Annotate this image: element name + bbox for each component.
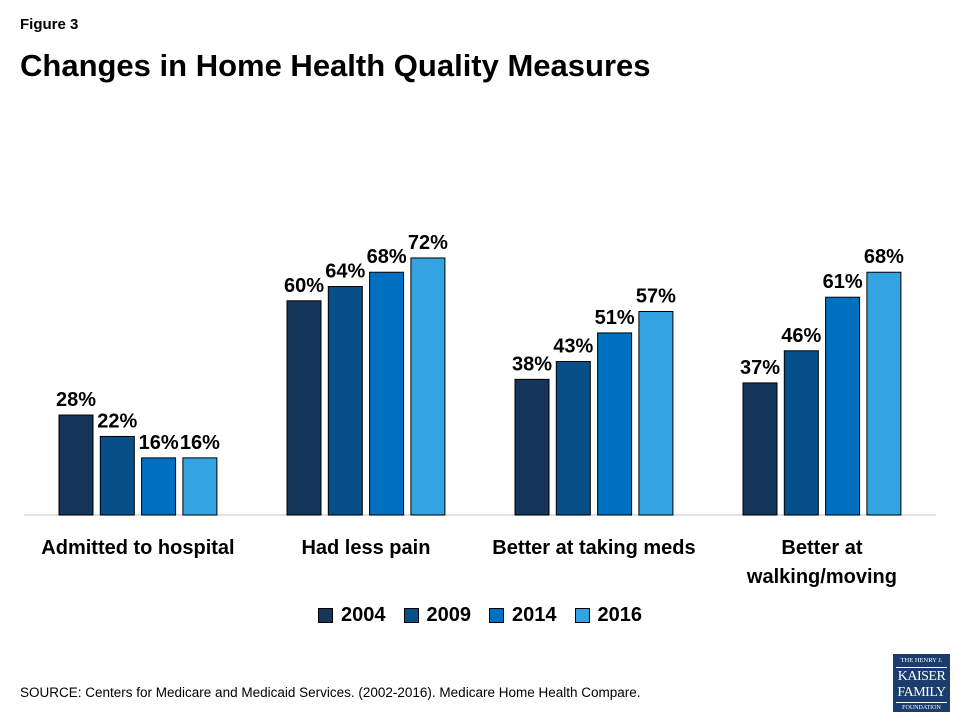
data-label-2004-1: 60% xyxy=(284,275,324,297)
bar-2014-1 xyxy=(369,271,405,516)
legend-item-2014: 2014 xyxy=(489,604,557,627)
data-label-2014-2: 51% xyxy=(595,307,635,329)
bar-2009-0 xyxy=(99,435,135,516)
data-label-2014-0: 16% xyxy=(139,432,179,454)
legend-swatch xyxy=(574,608,590,623)
logo-line4: FOUNDATION xyxy=(896,701,947,711)
bar-2009-1 xyxy=(327,286,363,516)
source-note: SOURCE: Centers for Medicare and Medicai… xyxy=(20,685,641,700)
legend-label: 2004 xyxy=(341,604,386,626)
data-label-2009-0: 22% xyxy=(97,410,137,432)
logo-line1: THE HENRY J. xyxy=(896,657,947,668)
category-label-3: walking/moving xyxy=(746,566,897,588)
data-label-2009-3: 46% xyxy=(781,325,821,347)
data-label-2016-0: 16% xyxy=(180,432,220,454)
bar-2009-3 xyxy=(783,350,819,516)
legend-swatch xyxy=(403,608,419,623)
logo-line3: FAMILY xyxy=(897,684,946,700)
category-label-1: Had less pain xyxy=(301,537,430,559)
bar-2014-3 xyxy=(825,296,861,516)
data-label-2016-2: 57% xyxy=(636,286,676,308)
legend-label: 2014 xyxy=(512,604,557,626)
legend-label: 2016 xyxy=(597,604,643,626)
bar-2004-2 xyxy=(514,378,550,516)
legend-item-2009: 2009 xyxy=(403,604,472,627)
bar-2016-0 xyxy=(182,457,218,516)
data-label-2016-3: 68% xyxy=(864,246,904,268)
category-label-2: Better at taking meds xyxy=(492,537,695,559)
bar-2004-3 xyxy=(742,382,778,516)
category-label-3: Better at xyxy=(781,537,862,559)
legend-swatch xyxy=(318,608,333,623)
legend-item-2004: 2004 xyxy=(318,604,386,627)
chart-title: Changes in Home Health Quality Measures xyxy=(20,48,651,83)
data-label-2004-0: 28% xyxy=(56,389,96,411)
legend: 2004 2009 2014 2016 xyxy=(0,604,960,627)
data-label-2009-1: 64% xyxy=(325,261,365,283)
legend-item-2016: 2016 xyxy=(574,604,643,627)
bar-2014-2 xyxy=(597,332,633,516)
figure-label: Figure 3 xyxy=(20,16,79,33)
bar-2009-2 xyxy=(555,360,591,516)
bar-2016-3 xyxy=(866,271,902,516)
legend-swatch xyxy=(489,608,504,623)
category-label-0: Admitted to hospital xyxy=(41,537,234,559)
kff-logo: THE HENRY J. KAISER FAMILY FOUNDATION xyxy=(893,654,950,712)
bar-2016-1 xyxy=(410,257,446,516)
data-label-2004-2: 38% xyxy=(512,353,552,375)
data-label-2014-1: 68% xyxy=(367,246,407,268)
bar-2016-2 xyxy=(638,311,674,516)
bar-2004-0 xyxy=(58,414,94,516)
data-label-2004-3: 37% xyxy=(740,357,780,379)
data-label-2009-2: 43% xyxy=(553,335,593,357)
legend-label: 2009 xyxy=(426,604,472,626)
data-label-2016-1: 72% xyxy=(408,232,448,254)
bar-2014-0 xyxy=(141,457,177,516)
bar-2004-1 xyxy=(286,300,322,516)
data-label-2014-3: 61% xyxy=(823,271,863,293)
logo-line2: KAISER xyxy=(897,668,946,684)
